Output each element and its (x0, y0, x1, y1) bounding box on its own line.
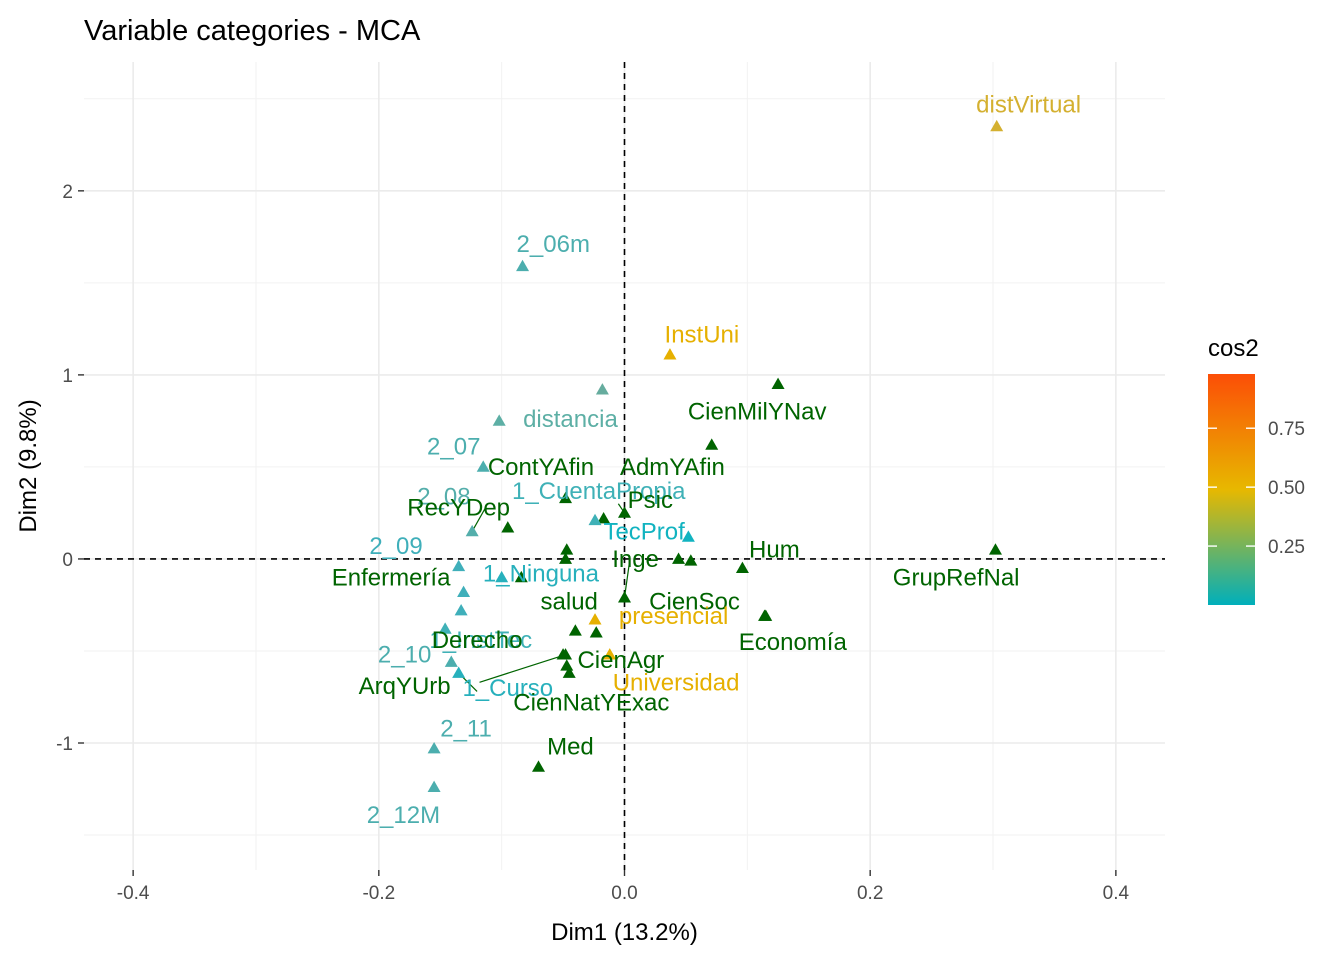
point-label: 2_09 (369, 533, 422, 560)
point-label: Hum (749, 537, 800, 564)
point-label: Economía (739, 629, 848, 656)
point-label: Enfermería (332, 564, 451, 591)
point-label: TecProf (603, 518, 685, 545)
legend-tick-label: 0.50 (1268, 478, 1305, 499)
legend-title: cos2 (1208, 335, 1259, 362)
point-label: distVirtual (976, 91, 1081, 118)
point-label: ArqYUrb (359, 673, 451, 700)
point-label: 2_06m (517, 231, 590, 258)
point-label: CienNatYExac (513, 690, 669, 717)
point-label: 1_Ninguna (483, 561, 600, 588)
y-tick-label: 1 (62, 366, 73, 387)
point-label: 2_07 (427, 434, 480, 461)
point-label: Psic (628, 487, 673, 514)
y-tick-label: 0 (62, 550, 73, 571)
y-tick-label: 2 (62, 182, 73, 203)
x-tick-label: 0.0 (611, 883, 637, 904)
point-label: InstUni (665, 321, 740, 348)
point-label: RecYDep (407, 494, 510, 521)
x-axis-title: Dim1 (13.2%) (551, 919, 698, 946)
point-label: presencial (619, 603, 728, 630)
x-tick-label: -0.2 (362, 883, 395, 904)
x-tick-label: 0.2 (857, 883, 883, 904)
legend-colorbar (1208, 374, 1255, 605)
point-label: GrupRefNal (893, 564, 1020, 591)
chart-title: Variable categories - MCA (84, 15, 421, 47)
point-label: Inge (612, 546, 659, 573)
point-label: 2_10 (378, 642, 431, 669)
cos2-legend: cos2 0.25 0.50 0.75 (1208, 335, 1305, 605)
point-label: CienMilYNav (688, 399, 827, 426)
x-tick-label: -0.4 (117, 883, 150, 904)
y-tick-label: -1 (56, 734, 73, 755)
point-label: 2_12M (367, 802, 440, 829)
point-label: distancia (523, 406, 618, 433)
point-label: Med (547, 734, 594, 761)
point-label: 2_11 (440, 715, 492, 742)
point-label: Derecho (432, 627, 523, 654)
legend-tick-label: 0.25 (1268, 537, 1305, 558)
point-label: salud (541, 588, 598, 615)
x-tick-label: 0.4 (1103, 883, 1130, 904)
y-axis-title: Dim2 (9.8%) (15, 399, 42, 532)
legend-tick-label: 0.75 (1268, 419, 1305, 440)
